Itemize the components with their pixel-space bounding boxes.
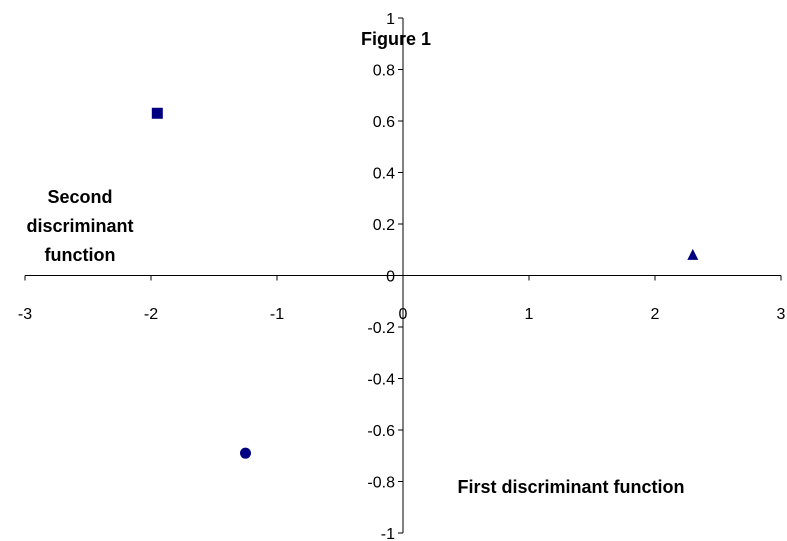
y-tick-label: -0.4 [367,372,395,389]
y-tick-label: -0.6 [367,423,395,440]
y-axis-label-line-1: Second [47,187,112,207]
y-tick-label: 1 [386,11,395,28]
x-tick-label: -1 [270,306,284,323]
y-tick-label: -1 [381,526,395,541]
x-axis-label: First discriminant function [457,477,684,497]
x-tick-label: -3 [18,306,32,323]
x-tick-label: 0 [399,306,408,323]
y-tick-label: 0 [386,269,395,286]
y-tick-label: 0.8 [373,63,395,80]
y-tick-label: 0.4 [373,166,395,183]
square-marker [151,107,163,119]
triangle-marker [687,248,699,260]
x-tick-label: 1 [525,306,534,323]
circle-marker [240,447,251,459]
tick-labels: -3 -2 -1 0 1 2 310.80.60.40.20-0.2-0.4-0.6-0.8… [18,11,786,541]
x-tick-label: -2 [144,306,158,323]
tick-marks [24,17,782,534]
y-tick-label: -0.2 [367,320,395,337]
y-axis-label-line-2: discriminant [26,216,133,236]
y-tick-label: -0.8 [367,475,395,492]
chart-title: Figure 1 [361,29,431,49]
data-points [151,107,699,459]
y-tick-label: 0.2 [373,217,395,234]
y-axis-label-line-3: function [45,245,116,265]
x-tick-label: 2 [651,306,660,323]
x-tick-label: 3 [777,306,786,323]
y-tick-label: 0.6 [373,114,395,131]
